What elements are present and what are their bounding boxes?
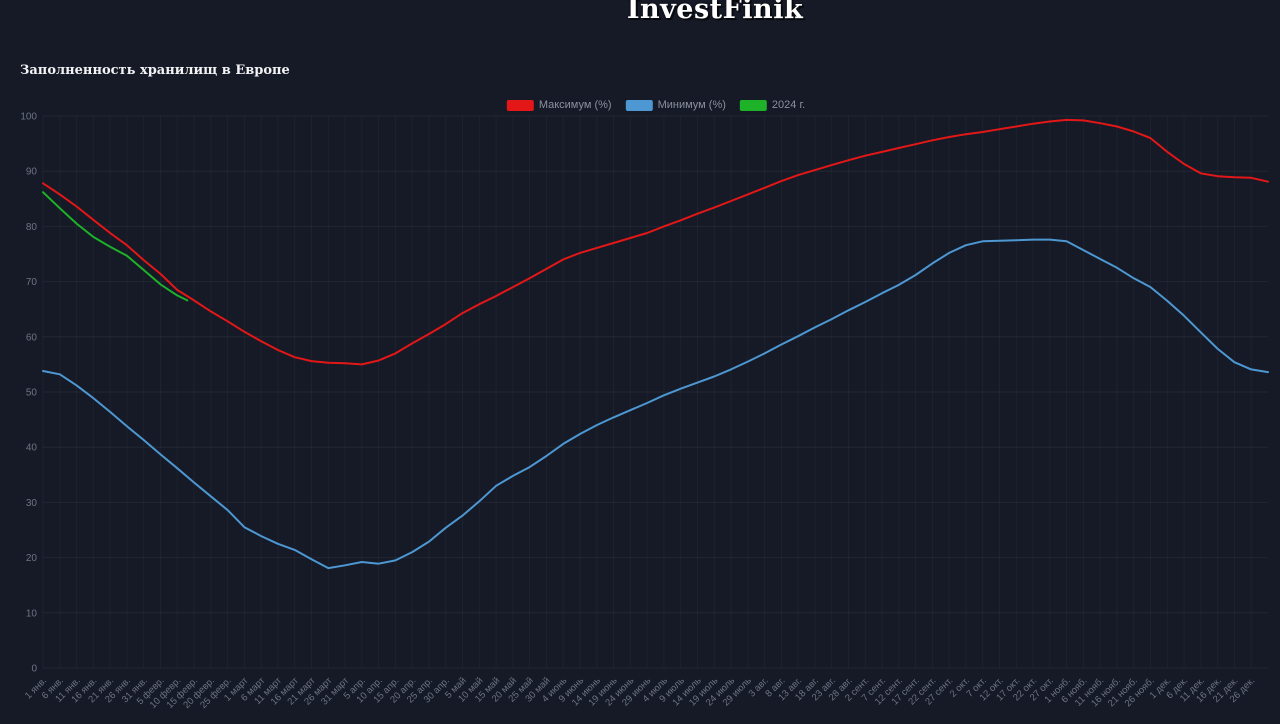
legend: Максимум (%) Минимум (%) 2024 г. (506, 99, 806, 111)
chart-title: Заполненность хранилищ в Европе (20, 63, 290, 78)
y-tick-label: 60 (26, 332, 38, 343)
series-line-year-2024 (42, 191, 189, 302)
legend-label-maximum: Максимум (%) (538, 99, 612, 111)
x-axis: 1 янв.6 янв.11 янв.16 янв.21 янв.26 янв.… (23, 675, 1257, 711)
legend-label-minimum: Минимум (%) (657, 99, 726, 111)
legend-item-maximum[interactable]: Максимум (%) (506, 99, 612, 111)
y-tick-label: 20 (26, 553, 38, 564)
y-tick-label: 90 (26, 167, 38, 178)
page-title: InvestFinik (626, 0, 804, 25)
y-tick-label: 50 (26, 388, 38, 399)
y-tick-label: 80 (26, 222, 38, 233)
y-axis: 0 10 20 30 40 50 60 70 80 90 100 (20, 112, 37, 675)
legend-item-year-2024[interactable]: 2024 г. (739, 99, 806, 111)
y-tick-label: 30 (26, 498, 38, 509)
y-tick-label: 70 (26, 277, 38, 288)
y-tick-label: 40 (26, 443, 38, 454)
y-tick-label: 0 (31, 664, 37, 675)
y-tick-label: 100 (20, 112, 37, 123)
legend-label-year-2024: 2024 г. (771, 99, 806, 111)
legend-swatch-year-2024 (739, 99, 767, 111)
legend-item-minimum[interactable]: Минимум (%) (625, 99, 726, 111)
series-line-minimum (42, 238, 1269, 570)
legend-swatch-maximum (506, 99, 534, 111)
y-tick-label: 10 (26, 608, 38, 619)
legend-swatch-minimum (625, 99, 653, 111)
series-line-maximum (42, 118, 1269, 366)
horizontal-gridlines (43, 115, 1268, 669)
